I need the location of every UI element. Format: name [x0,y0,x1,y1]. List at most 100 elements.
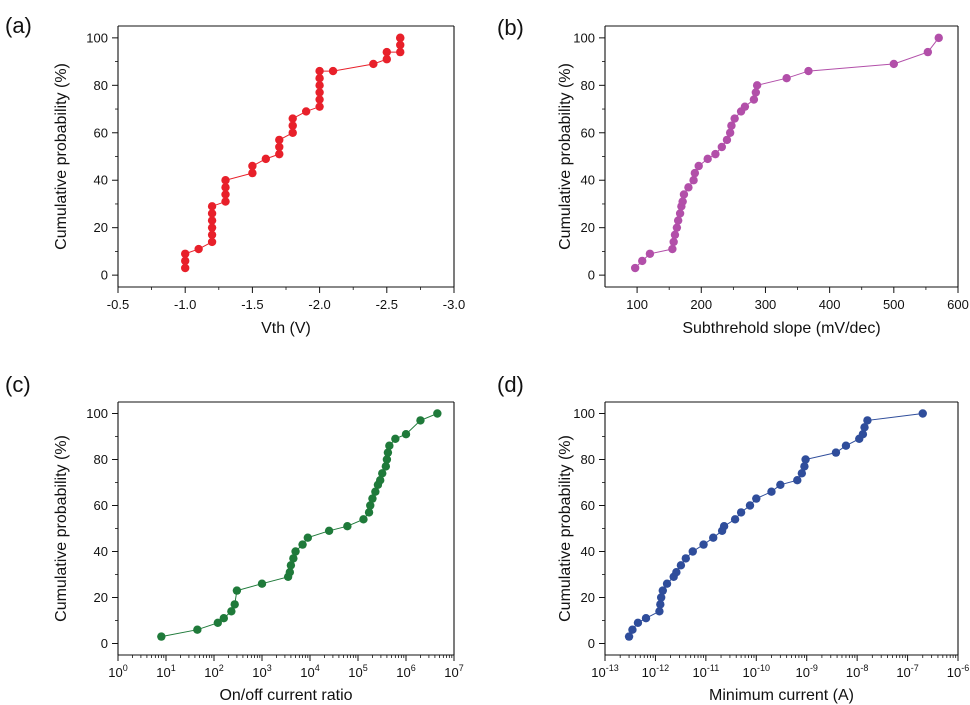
panel-d-data-point [801,455,810,464]
panel-a-y-tick-label: 40 [94,173,108,188]
panel-c-data-point [381,462,391,471]
panel-a-data-point [288,128,297,137]
panel-a-data-point [207,216,217,225]
panel-d-data-point [672,568,681,577]
panel-a-y-tick-label: 60 [94,125,108,140]
panel-c-data-point [385,441,394,450]
panel-a-data-point [301,107,311,116]
panel-d-x-tick-label: 10-6 [947,663,969,680]
panel-d-data-point [628,625,637,634]
panel-b-data-point [727,121,736,130]
panel-a: -0.5 -1.0 -1.5 -2.0 -2.5 -3.0 0 20 40 60 80 100 Vth … [5,13,465,337]
panel-a-data-point [248,168,257,178]
panel-c-data-point [401,430,411,439]
panel-c-x-label: On/off current ratio [219,687,352,704]
panel-d-data-point [793,476,802,485]
panel-c-series-line [161,413,438,638]
panel-b-data-point [730,114,739,123]
panel-a-letter: (a) [5,13,32,38]
panel-c-x-tick-label: 101 [156,663,175,680]
panel-b-data-point [782,74,791,83]
panel-d-y-label: Cumulative probability (%) [557,435,574,622]
panel-c-data-point [227,607,236,616]
panel-a-data-point [181,256,190,266]
panel-a-data-point [248,161,257,171]
panel-d-data-point [624,632,634,641]
panel-d-data-point [688,547,697,556]
panel-a-data-point [382,47,391,57]
panel-d-letter: (d) [497,372,524,397]
panel-d-x-tick-label: 10-12 [642,663,669,680]
panel-b-data-point [678,197,687,206]
panel-a-data-point [207,230,217,239]
panel-b-data-point [749,95,759,104]
panel-d-y-tick-label: 40 [581,544,595,559]
panel-b-y-tick-label: 20 [581,220,595,235]
panel-c-data-point [232,586,242,595]
panel-b-series-line [634,37,940,269]
panel-a-series-line [184,37,401,269]
panel-a-x-tick-label: -1.0 [174,297,196,312]
panel-c-data-point [383,448,393,457]
panel-d-data-point [730,515,740,524]
panel-c-data-point [433,409,442,418]
panel-c-data-point [230,600,239,609]
panel-d-data-point [745,501,755,510]
panel-d-x-tick-label: 10-8 [846,663,868,680]
panel-c-data-point [157,632,166,641]
panel-b-data-point [740,102,750,111]
panel-d-data-point [800,462,809,471]
panel-a-data-point [207,237,217,247]
panel-b-data-point [934,33,943,43]
panel-a-data-point [221,183,230,192]
panel-a-x-tick-label: -0.5 [107,297,129,312]
panel-b-data-point [703,154,712,164]
panel-b-y-tick-label: 80 [581,78,595,93]
panel-d-x-tick-label: 10-11 [692,663,719,680]
panel-d-data-point [655,607,664,616]
panel-d-data-point [676,561,686,570]
panel-c-data-point [324,526,334,535]
panel-a-data-point [181,249,190,258]
panel-c-data-point [289,554,298,563]
panel-d-data-point [699,540,708,549]
panel-a-y-tick-label: 80 [94,78,108,93]
panel-a-x-tick-label: -2.5 [376,297,398,312]
panel-d-data-point [860,423,869,432]
panel-b-x-tick-label: 200 [690,297,712,312]
panel-b-data-point [804,66,813,76]
panel-a-y-tick-label: 0 [101,268,108,283]
panel-a-data-point [328,66,338,76]
panel-c-y-tick-label: 80 [94,452,108,467]
panel-c-data-point [359,515,368,524]
panel-c-x-tick-label: 104 [300,663,319,680]
panel-c-data-point [298,540,307,549]
panel-b-y-label: Cumulative probability (%) [557,63,574,250]
panel-b-data-point [889,59,899,69]
panel-c-y-tick-label: 40 [94,544,108,559]
panel-c-data-point [382,455,392,464]
panel-d-data-point [656,593,666,602]
panel-a-y-tick-label: 20 [94,220,108,235]
panel-b: 100 200 300 400 500 600 0 20 40 60 80 100 Subthrehol… [497,15,969,337]
panel-b-data-point [689,176,698,185]
panel-c-data-point [368,494,377,503]
panel-d-data-point [633,618,643,627]
panel-a-data-point [275,142,284,152]
panel-b-y-tick-label: 40 [581,173,595,188]
panel-a-data-point [288,114,297,123]
panel-c-data-point [416,416,425,425]
panel-b-data-point [752,81,762,90]
panel-b-data-point [670,230,680,239]
panel-c-x-tick-label: 103 [252,663,271,680]
panel-b-y-tick-label: 100 [573,30,595,45]
panel-a-data-point [315,66,324,76]
panel-a-y-tick-label: 100 [86,30,108,45]
panel-a-data-point [275,135,284,145]
panel-d: 10-13 10-12 10-11 10-10 10-9 10-8 10-7 10-6 0 20 4… [497,372,969,704]
panel-a-x-label: Vth (V) [261,320,311,337]
panel-b-x-tick-label: 300 [755,297,777,312]
panel-d-data-point [767,487,776,496]
panel-a-x-tick-label: -3.0 [443,297,465,312]
panel-a-data-point [315,74,324,83]
